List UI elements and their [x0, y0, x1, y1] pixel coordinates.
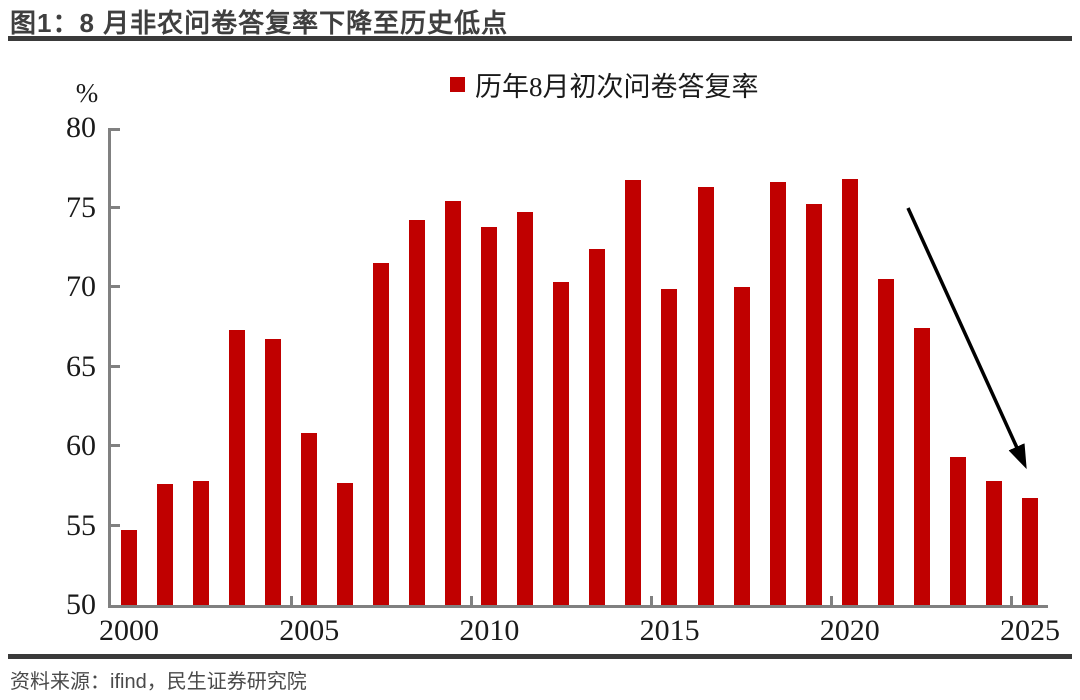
bar-slot-2002 [183, 128, 219, 605]
bar-slot-2005 [291, 128, 327, 605]
bar-2017 [733, 287, 750, 605]
bar-2001 [157, 484, 174, 605]
bar-slot-2000 [111, 128, 147, 605]
y-axis-tick [111, 523, 120, 527]
bar-slot-2006 [327, 128, 363, 605]
bar-2015 [661, 288, 678, 605]
bar-2004 [265, 339, 282, 605]
legend-swatch-icon [450, 76, 465, 92]
bar-slot-2009 [435, 128, 471, 605]
figure-title: 图1：8 月非农问卷答复率下降至历史低点 [10, 8, 509, 38]
chart-legend: 历年8月初次问卷答复率 [450, 68, 759, 102]
bar-slot-2012 [543, 128, 579, 605]
bars-container [111, 128, 1048, 605]
x-tick-label-2000: 2000 [99, 614, 160, 647]
bar-2012 [553, 282, 570, 605]
x-tick-label-2020: 2020 [819, 614, 880, 647]
y-tick-label-70: 70 [66, 270, 96, 303]
bar-2008 [409, 220, 426, 605]
y-tick-label-55: 55 [66, 508, 96, 542]
bar-2009 [445, 201, 462, 605]
bar-slot-2020 [832, 128, 868, 605]
bar-slot-2025 [1012, 128, 1048, 605]
bar-2002 [193, 480, 210, 605]
x-axis-tick [1010, 596, 1014, 605]
bar-2007 [373, 263, 390, 605]
bar-slot-2019 [796, 128, 832, 605]
bar-2010 [481, 226, 498, 605]
bar-2003 [229, 329, 246, 605]
y-axis-tick [111, 205, 120, 209]
bar-slot-2001 [147, 128, 183, 605]
bar-2023 [949, 457, 966, 605]
x-axis-tick [650, 596, 654, 605]
bar-2000 [121, 530, 138, 605]
bar-slot-2013 [579, 128, 615, 605]
x-axis-tick [289, 596, 293, 605]
bar-slot-2008 [399, 128, 435, 605]
bar-slot-2007 [363, 128, 399, 605]
x-tick-label-2010: 2010 [459, 614, 520, 647]
y-axis-tick [111, 444, 120, 447]
y-axis-tick [111, 285, 120, 288]
y-tick-label-65: 65 [66, 349, 96, 383]
bar-2019 [805, 204, 822, 605]
y-tick-label-50: 50 [66, 588, 96, 621]
bar-slot-2015 [651, 128, 687, 605]
bar-slot-2014 [615, 128, 651, 605]
source-note: 资料来源：ifind，民生证券研究院 [10, 671, 307, 693]
x-axis-tick [830, 596, 834, 605]
bar-slot-2010 [471, 128, 507, 605]
bar-slot-2024 [976, 128, 1012, 605]
y-axis-tick [111, 128, 120, 131]
y-axis-tick [111, 364, 120, 368]
bar-2024 [985, 480, 1002, 605]
y-tick-label-80: 80 [66, 111, 96, 144]
bar-slot-2022 [904, 128, 940, 605]
bar-slot-2017 [724, 128, 760, 605]
bar-2006 [337, 482, 354, 605]
bar-slot-2011 [507, 128, 543, 605]
bar-2005 [301, 433, 318, 605]
y-axis-unit-label: % [75, 78, 99, 108]
bar-slot-2023 [940, 128, 976, 605]
y-tick-label-75: 75 [66, 190, 96, 224]
footer-divider [8, 654, 1072, 659]
bar-2022 [913, 328, 930, 605]
bar-slot-2018 [760, 128, 796, 605]
x-tick-label-2015: 2015 [639, 614, 700, 647]
bar-2011 [517, 212, 534, 605]
x-tick-label-2025: 2025 [999, 614, 1060, 647]
bar-slot-2016 [688, 128, 724, 605]
bar-2018 [769, 182, 786, 605]
bar-2014 [625, 180, 642, 605]
bar-2025 [1021, 498, 1038, 605]
x-axis-tick-labels: 2000 2005 2010 2015 2020 2025 [99, 614, 1060, 654]
plot-area [108, 128, 1048, 608]
bar-2021 [877, 279, 894, 605]
x-axis-tick [469, 596, 473, 605]
y-tick-label-60: 60 [66, 429, 96, 462]
bar-slot-2004 [255, 128, 291, 605]
legend-label: 历年8月初次问卷答复率 [475, 71, 759, 102]
bar-slot-2021 [868, 128, 904, 605]
x-tick-label-2005: 2005 [279, 614, 340, 647]
bar-2016 [697, 186, 714, 605]
bar-2020 [841, 178, 858, 605]
bar-slot-2003 [219, 128, 255, 605]
bar-2013 [589, 248, 606, 605]
title-underline [8, 36, 1072, 41]
